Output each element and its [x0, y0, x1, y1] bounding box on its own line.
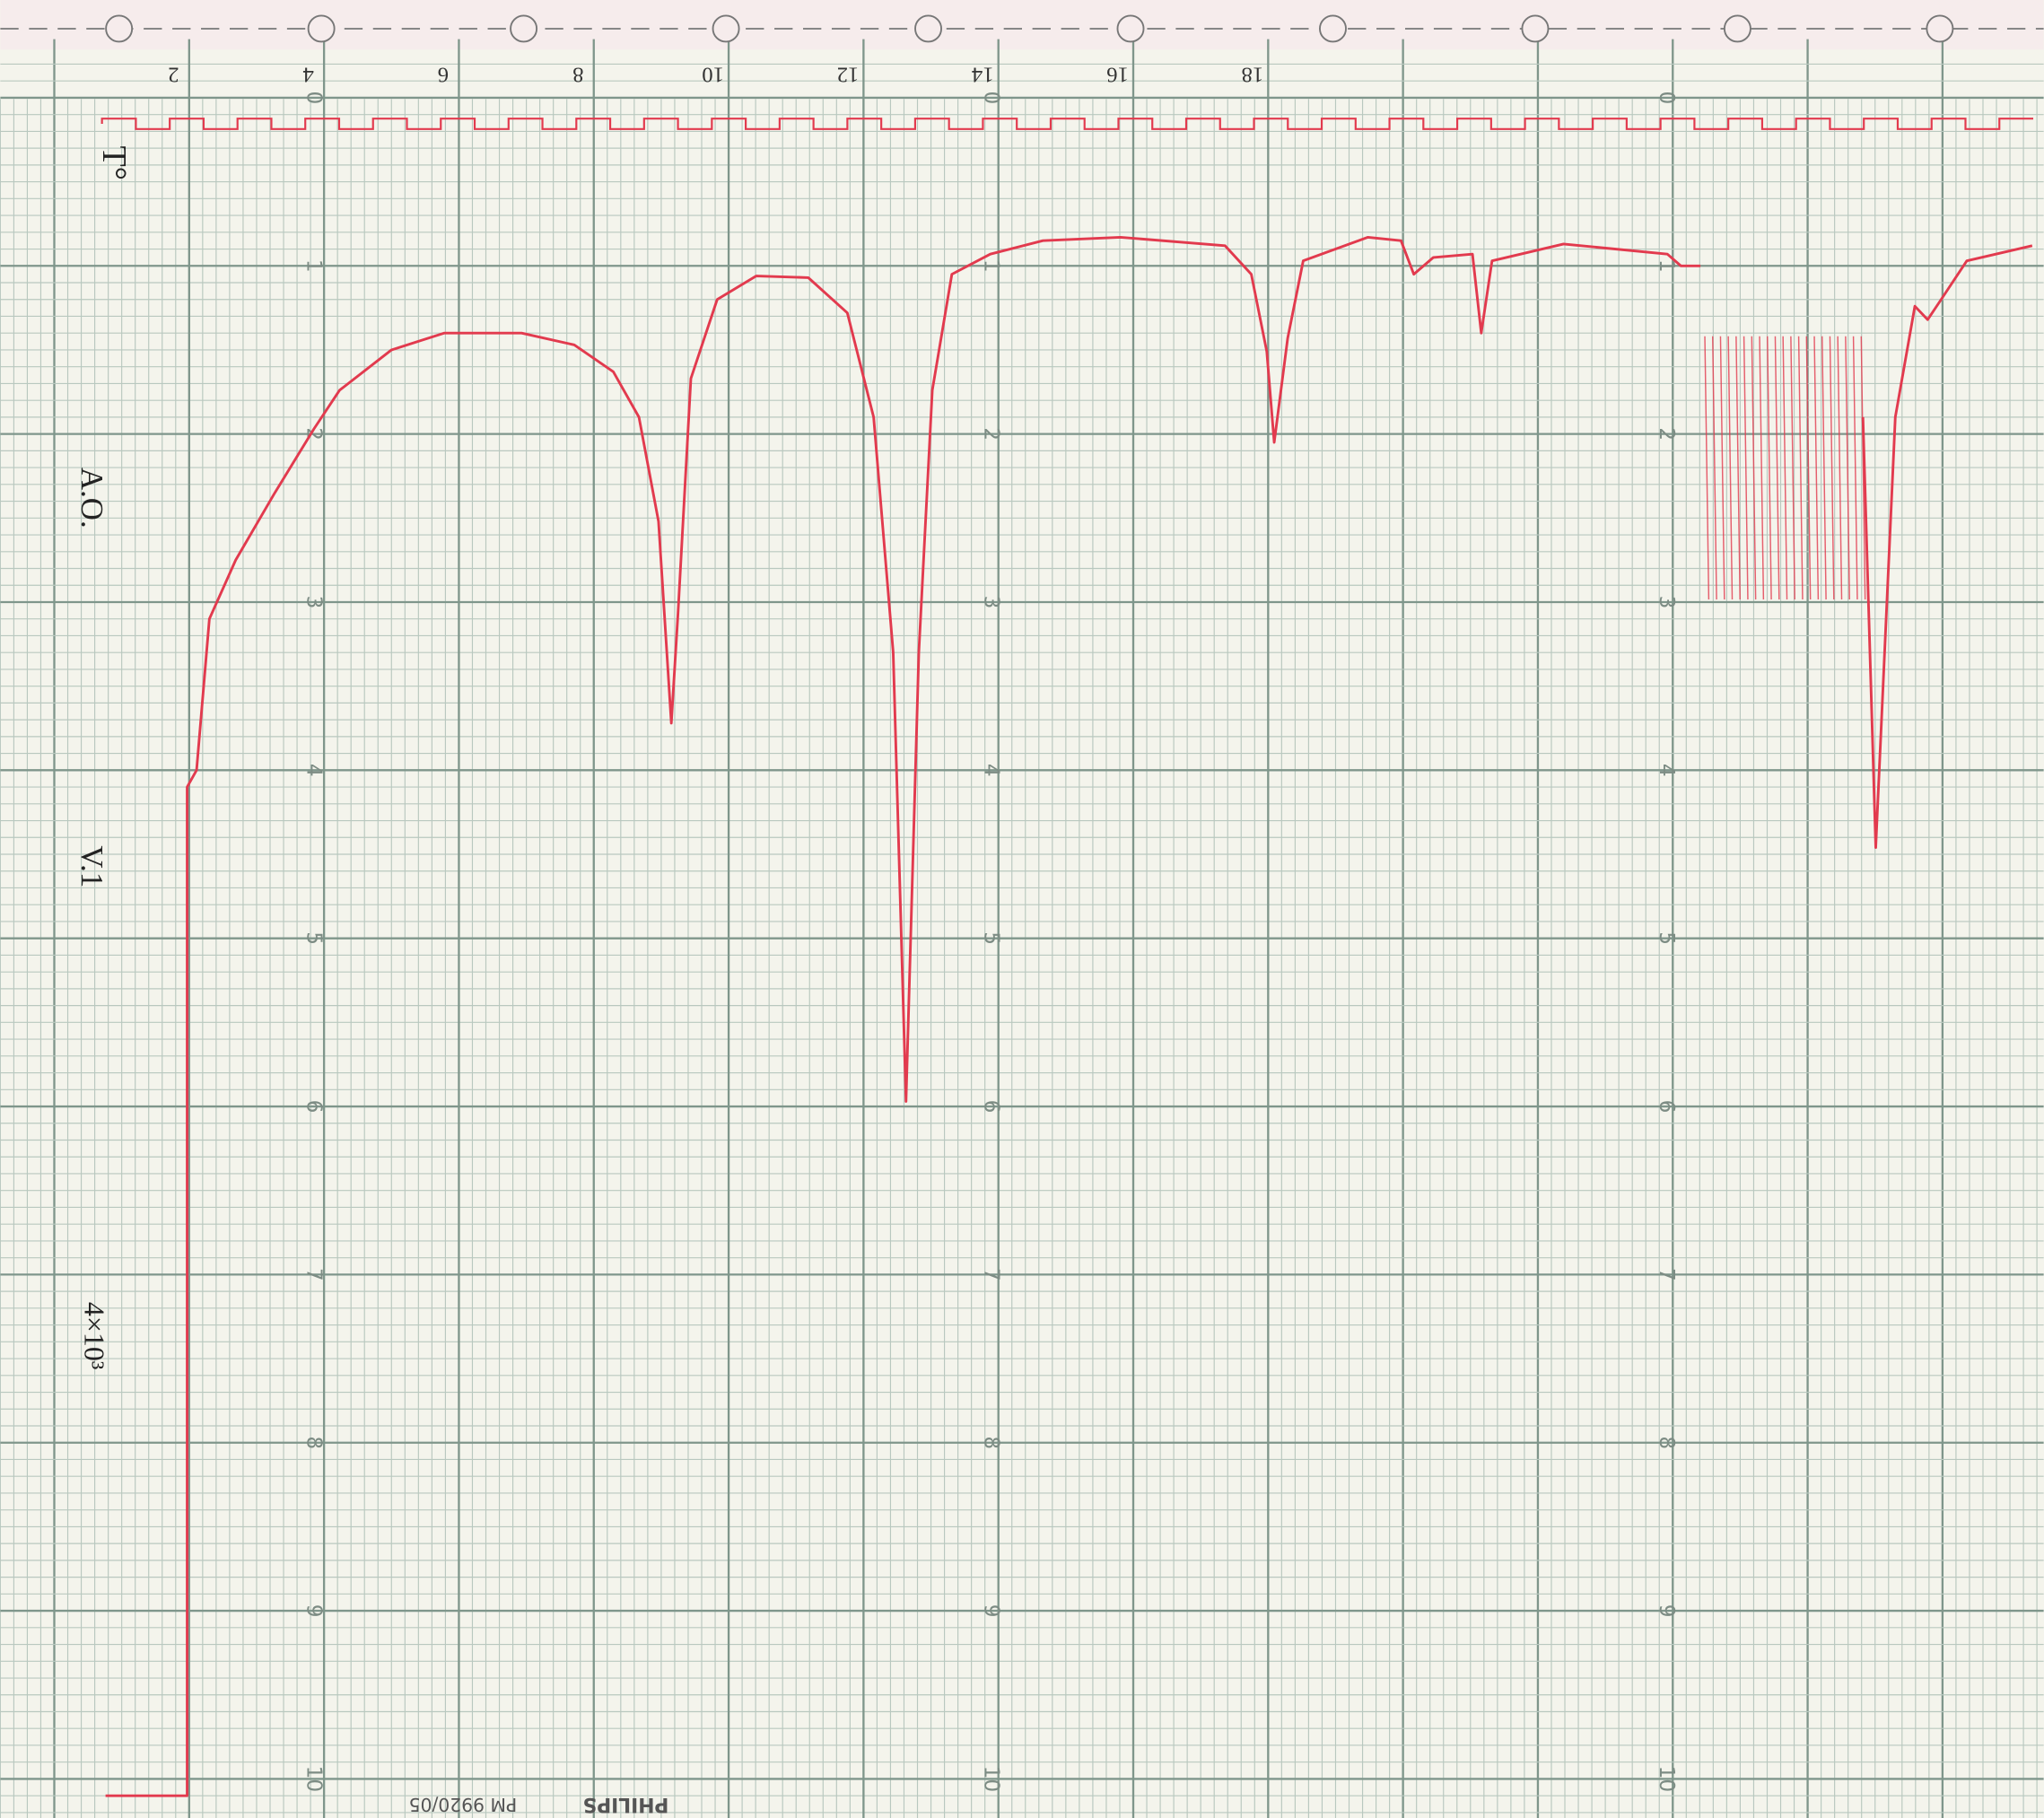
y-tick-label: 10 [301, 1766, 326, 1793]
x-tick-label: 12 [837, 63, 860, 87]
y-tick-label: 3 [980, 596, 1004, 609]
annotation: T° [95, 146, 133, 180]
y-tick-label: 5 [301, 931, 326, 945]
y-tick-label: 3 [1655, 596, 1679, 609]
temperature-trace [100, 118, 2034, 130]
x-tick-label: 2 [168, 63, 179, 87]
y-tick-label: 0 [301, 92, 326, 105]
y-tick-label: 7 [301, 1268, 326, 1281]
y-tick-label: 6 [980, 1100, 1004, 1114]
decoration [0, 14, 2044, 600]
y-tick-label: 8 [980, 1436, 1004, 1449]
calibration-pulse [1727, 336, 1734, 600]
calibration-pulse [1767, 336, 1772, 600]
x-tick-label: 10 [702, 63, 724, 87]
calibration-pulse [1774, 336, 1780, 600]
calibration-pulse [1837, 336, 1843, 600]
y-tick-label: 0 [1655, 92, 1679, 105]
annotation: A.O. [74, 468, 109, 529]
model: PM 9920/05 [409, 1794, 518, 1815]
sprocket-hole [105, 14, 134, 43]
y-tick-label: 7 [980, 1268, 1004, 1281]
y-tick-label: 4 [1655, 764, 1679, 777]
y-tick-label: 3 [301, 596, 326, 609]
calibration-pulse [1797, 336, 1804, 600]
y-tick-label: 2 [1655, 427, 1679, 441]
y-tick-label: 5 [1655, 931, 1679, 945]
y-tick-label: 2 [980, 427, 1004, 441]
sprocket-hole [1723, 14, 1751, 43]
top-strip [0, 0, 2044, 50]
x-tick-label: 14 [972, 63, 994, 87]
sprocket-hole [1319, 14, 1347, 43]
sprocket-hole [1926, 14, 1954, 43]
calibration-pulse [1805, 336, 1812, 600]
y-tick-label: 9 [1655, 1604, 1679, 1618]
calibration-pulse [1845, 336, 1850, 600]
sprocket-hole [307, 14, 336, 43]
y-tick-label: 4 [301, 764, 326, 777]
y-tick-label: 7 [1655, 1268, 1679, 1281]
y-tick-label: 0 [980, 92, 1004, 105]
calibration-pulse [1719, 336, 1725, 600]
calibration-pulse [1735, 336, 1741, 600]
y-tick-label: 1 [1655, 259, 1679, 273]
trace [105, 235, 2033, 1797]
sprocket-hole [712, 14, 740, 43]
x-tick-label: 8 [572, 63, 583, 87]
sprocket-hole [914, 14, 942, 43]
sprocket-hole [510, 14, 538, 43]
calibration-pulse [1852, 336, 1858, 600]
y-tick-label: 9 [980, 1604, 1004, 1618]
y-tick-label: 8 [1655, 1436, 1679, 1449]
annotation: V.1 [74, 845, 109, 887]
x-tick-label: 16 [1106, 63, 1129, 87]
labels: 0 0 0 1 1 12 2 2 3 3 3 4 4 4 5 5 5 6 6 6 7 7 7 8 8 8 9 9 9 10 10 10 2 4 6 8… [168, 63, 1679, 1793]
calibration-pulse [1821, 336, 1827, 600]
calibration-pulse [1704, 336, 1710, 600]
y-tick-label: 6 [301, 1100, 326, 1114]
calibration-pulse [1829, 336, 1835, 600]
calibration-pulse [1782, 336, 1788, 600]
x-tick-label: 18 [1242, 63, 1264, 87]
y-tick-label: 1 [980, 259, 1004, 273]
y-tick-label: 10 [1655, 1766, 1679, 1793]
brand: PHILIPS [583, 1793, 669, 1815]
calibration-pulse [1759, 336, 1765, 600]
y-tick-label: 8 [301, 1436, 326, 1449]
y-tick-label: 5 [980, 931, 1004, 945]
calibration-pulse [1813, 336, 1820, 600]
y-tick-label: 6 [1655, 1100, 1679, 1114]
grid [0, 39, 2044, 1818]
annotation: 4×10³ [79, 1302, 110, 1370]
x-tick-label: 6 [438, 63, 449, 87]
y-tick-label: 9 [301, 1604, 326, 1618]
calibration-pulse [1743, 336, 1749, 600]
calibration-pulse [1751, 336, 1757, 600]
sprocket-hole [1521, 14, 1550, 43]
calibration-pulse [1790, 336, 1795, 600]
y-tick-label: 1 [301, 259, 326, 273]
sprocket-hole [1116, 14, 1145, 43]
calibration-pulse [1712, 336, 1717, 600]
x-tick-label: 4 [303, 63, 314, 87]
y-tick-label: 4 [980, 764, 1004, 777]
y-tick-label: 10 [980, 1766, 1004, 1793]
